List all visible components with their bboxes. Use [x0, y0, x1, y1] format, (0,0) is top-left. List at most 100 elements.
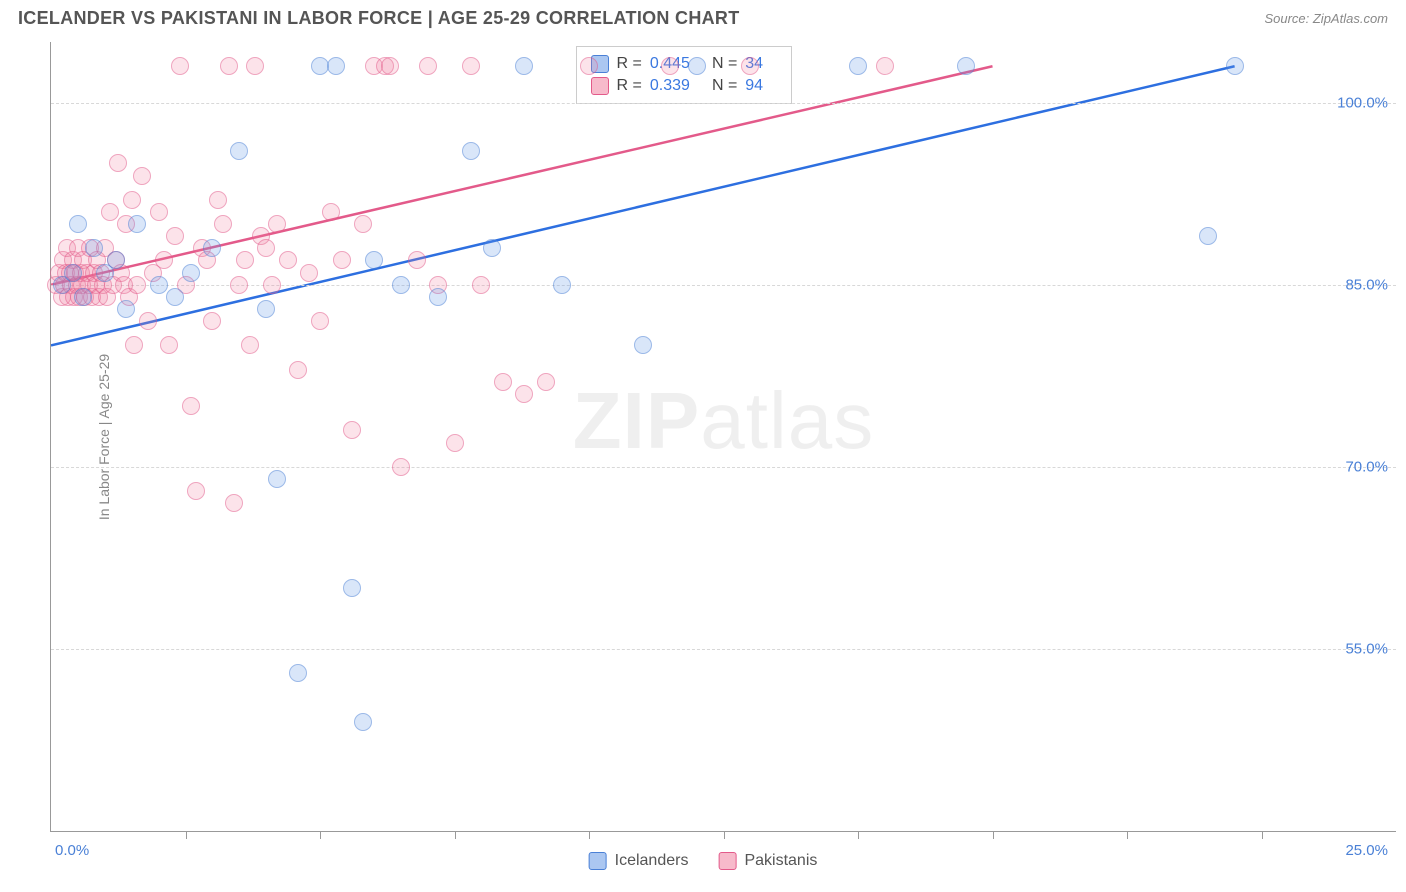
y-tick-label: 55.0% — [1345, 640, 1388, 657]
scatter-point-pakistanis — [263, 276, 281, 294]
scatter-point-pakistanis — [155, 251, 173, 269]
x-tick — [186, 831, 187, 839]
scatter-point-pakistanis — [289, 361, 307, 379]
scatter-point-icelanders — [117, 300, 135, 318]
scatter-point-icelanders — [392, 276, 410, 294]
scatter-point-pakistanis — [300, 264, 318, 282]
scatter-point-pakistanis — [128, 276, 146, 294]
trendlines-layer — [51, 42, 1396, 831]
scatter-point-icelanders — [150, 276, 168, 294]
r-label: R = — [617, 77, 642, 95]
n-label: N = — [712, 77, 737, 95]
scatter-point-icelanders — [64, 264, 82, 282]
y-tick-label: 70.0% — [1345, 458, 1388, 475]
scatter-point-pakistanis — [246, 57, 264, 75]
y-axis-title: In Labor Force | Age 25-29 — [96, 353, 112, 519]
x-tick — [724, 831, 725, 839]
scatter-point-pakistanis — [203, 312, 221, 330]
r-label: R = — [617, 55, 642, 73]
scatter-point-icelanders — [343, 579, 361, 597]
x-axis-left-label: 0.0% — [55, 842, 89, 859]
gridline — [51, 649, 1396, 650]
scatter-point-icelanders — [515, 57, 533, 75]
legend-row-pakistanis: R = 0.339 N = 94 — [591, 75, 778, 97]
scatter-point-pakistanis — [311, 312, 329, 330]
scatter-point-pakistanis — [101, 203, 119, 221]
x-tick — [589, 831, 590, 839]
scatter-point-icelanders — [107, 251, 125, 269]
scatter-point-pakistanis — [225, 494, 243, 512]
watermark-light: atlas — [700, 376, 874, 465]
scatter-point-icelanders — [1226, 57, 1244, 75]
scatter-point-pakistanis — [537, 373, 555, 391]
scatter-point-icelanders — [1199, 227, 1217, 245]
chart-header: ICELANDER VS PAKISTANI IN LABOR FORCE | … — [0, 0, 1406, 35]
scatter-point-icelanders — [74, 288, 92, 306]
series-legend: Icelanders Pakistanis — [589, 852, 818, 870]
y-tick-label: 100.0% — [1337, 94, 1388, 111]
scatter-point-pakistanis — [123, 191, 141, 209]
legend-label: Pakistanis — [744, 852, 817, 870]
n-label: N = — [712, 55, 737, 73]
scatter-point-pakistanis — [876, 57, 894, 75]
x-tick — [858, 831, 859, 839]
legend-swatch — [589, 852, 607, 870]
scatter-point-pakistanis — [220, 57, 238, 75]
scatter-point-icelanders — [688, 57, 706, 75]
scatter-point-pakistanis — [472, 276, 490, 294]
scatter-point-pakistanis — [392, 458, 410, 476]
scatter-point-pakistanis — [236, 251, 254, 269]
scatter-point-pakistanis — [182, 397, 200, 415]
scatter-point-pakistanis — [661, 57, 679, 75]
scatter-point-pakistanis — [171, 57, 189, 75]
scatter-point-pakistanis — [381, 57, 399, 75]
scatter-point-pakistanis — [580, 57, 598, 75]
scatter-point-pakistanis — [209, 191, 227, 209]
scatter-point-pakistanis — [408, 251, 426, 269]
y-tick-label: 85.0% — [1345, 276, 1388, 293]
scatter-point-pakistanis — [133, 167, 151, 185]
scatter-point-icelanders — [257, 300, 275, 318]
scatter-point-icelanders — [203, 239, 221, 257]
correlation-scatter-chart: In Labor Force | Age 25-29 ZIPatlas R = … — [50, 42, 1396, 832]
scatter-point-pakistanis — [166, 227, 184, 245]
scatter-point-pakistanis — [214, 215, 232, 233]
scatter-point-icelanders — [230, 142, 248, 160]
gridline — [51, 103, 1396, 104]
x-tick — [1127, 831, 1128, 839]
scatter-point-pakistanis — [462, 57, 480, 75]
source-label: Source: ZipAtlas.com — [1264, 11, 1388, 26]
scatter-point-pakistanis — [160, 336, 178, 354]
scatter-point-pakistanis — [139, 312, 157, 330]
scatter-point-icelanders — [849, 57, 867, 75]
scatter-point-icelanders — [166, 288, 184, 306]
scatter-point-pakistanis — [333, 251, 351, 269]
scatter-point-pakistanis — [150, 203, 168, 221]
legend-label: Icelanders — [615, 852, 689, 870]
x-tick — [320, 831, 321, 839]
scatter-point-pakistanis — [279, 251, 297, 269]
scatter-point-icelanders — [553, 276, 571, 294]
x-tick — [1262, 831, 1263, 839]
swatch-pakistanis — [591, 77, 609, 95]
scatter-point-icelanders — [182, 264, 200, 282]
scatter-point-pakistanis — [419, 57, 437, 75]
scatter-point-icelanders — [365, 251, 383, 269]
r-value-pakistanis: 0.339 — [650, 77, 690, 95]
legend-swatch — [718, 852, 736, 870]
scatter-point-icelanders — [327, 57, 345, 75]
n-value-pakistanis: 94 — [745, 77, 763, 95]
scatter-point-pakistanis — [125, 336, 143, 354]
watermark-bold: ZIP — [573, 376, 700, 465]
scatter-point-icelanders — [289, 664, 307, 682]
watermark: ZIPatlas — [573, 375, 874, 467]
scatter-point-pakistanis — [354, 215, 372, 233]
trendline-pakistanis — [51, 66, 993, 284]
x-tick — [993, 831, 994, 839]
legend-item: Icelanders — [589, 852, 689, 870]
chart-title: ICELANDER VS PAKISTANI IN LABOR FORCE | … — [18, 8, 740, 29]
scatter-point-icelanders — [462, 142, 480, 160]
legend-item: Pakistanis — [718, 852, 817, 870]
scatter-point-icelanders — [483, 239, 501, 257]
scatter-point-pakistanis — [187, 482, 205, 500]
